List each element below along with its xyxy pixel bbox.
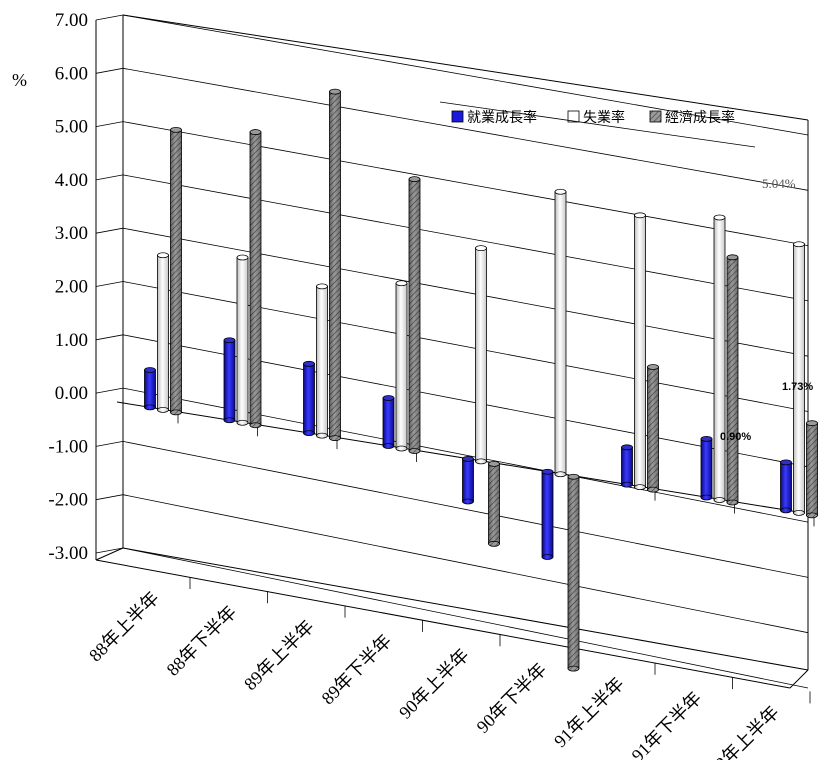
bar-1-4 <box>475 245 487 465</box>
bar-1-2 <box>316 283 328 439</box>
bar-2-4 <box>488 460 500 547</box>
bar-2-3 <box>408 176 421 454</box>
data-labels: 5.04% 0.90% 1.73% <box>720 176 813 443</box>
x-category-label: 90年上半年 <box>395 645 473 723</box>
floor-right-edge <box>789 669 809 689</box>
y-axis-ticks: -3.00 -2.00 -1.00 0.00 1.00 2.00 3.00 4.00 5.00 6… <box>48 10 124 564</box>
x-category-label: 88年下半年 <box>163 602 241 680</box>
bar-2-2 <box>329 88 341 442</box>
y-tick-label: -2.00 <box>48 490 88 511</box>
legend-label: 經濟成長率 <box>665 109 735 126</box>
data-label: 0.90% <box>720 431 751 443</box>
legend-label: 就業成長率 <box>467 109 537 126</box>
y-tick-label: 6.00 <box>55 63 88 84</box>
y-tick-mark <box>95 67 124 74</box>
bar-0-7 <box>700 435 713 501</box>
data-label: 1.73% <box>782 381 813 393</box>
bar-1-0 <box>157 252 169 413</box>
bar-2-7 <box>726 254 739 506</box>
gridline <box>122 14 809 136</box>
y-tick-label: 2.00 <box>55 277 88 298</box>
y-tick-label: 4.00 <box>55 170 88 191</box>
bar-0-0 <box>144 367 156 411</box>
x-category-label: 91年下半年 <box>628 688 706 760</box>
bar-1-6 <box>634 212 646 491</box>
y-tick-mark <box>95 387 124 394</box>
y-tick-mark <box>95 227 124 234</box>
bars <box>144 88 818 672</box>
y-tick-label: -3.00 <box>48 543 88 564</box>
y-tick-mark <box>95 174 124 181</box>
bar-1-7 <box>713 214 726 503</box>
y-tick-mark <box>95 494 124 501</box>
bar-1-8 <box>793 241 805 516</box>
y-tick-mark <box>95 441 124 447</box>
y-tick-mark <box>95 334 124 341</box>
x-category-label: 92年上半年 <box>705 702 783 760</box>
y-tick-mark <box>95 547 124 554</box>
x-axis-categories: 88年上半年 88年下半年 89年上半年 89年下半年 90年上半年 90年下半年 91年上… <box>85 577 811 760</box>
x-axis-line <box>95 559 791 689</box>
gridline <box>122 547 809 689</box>
plot-frame <box>95 14 815 689</box>
top-back-edge <box>122 14 809 121</box>
legend-swatch <box>567 110 580 123</box>
y-tick-label: 0.00 <box>55 383 88 404</box>
x-category-label: 89年下半年 <box>318 631 396 709</box>
bar-2-6 <box>647 364 659 493</box>
bar-0-8 <box>780 459 792 514</box>
y-tick-label: 3.00 <box>55 223 88 244</box>
bar-2-1 <box>249 129 262 429</box>
bar-1-1 <box>236 254 249 426</box>
floor-left-edge <box>95 547 124 561</box>
gridline <box>122 121 809 246</box>
gridline <box>122 227 809 357</box>
bar-0-3 <box>382 395 395 449</box>
x-category-label: 88年上半年 <box>85 588 163 666</box>
x-category-label: 90年下半年 <box>473 659 551 737</box>
x-category-label: 89年上半年 <box>240 616 318 694</box>
x-category-label: 91年上半年 <box>550 673 628 751</box>
bar-0-5 <box>541 468 554 560</box>
zero-plane-front <box>116 401 799 513</box>
legend: 就業成長率 失業率 經濟成長率 <box>439 101 756 148</box>
y-tick-label: 5.00 <box>55 117 88 138</box>
y-tick-label: -1.00 <box>48 436 88 457</box>
bar-2-0 <box>170 126 182 416</box>
legend-label: 失業率 <box>583 109 625 126</box>
y-tick-mark <box>95 121 124 127</box>
gridline <box>122 494 809 634</box>
gridline <box>122 174 809 302</box>
gridline <box>122 67 809 191</box>
bar-1-5 <box>554 188 567 478</box>
legend-swatch <box>451 110 464 123</box>
y-tick-mark <box>95 14 124 21</box>
y-tick-label: 7.00 <box>55 10 88 31</box>
bar-0-1 <box>223 337 236 424</box>
gridline <box>122 441 809 578</box>
bar-0-2 <box>303 360 315 437</box>
bar-1-3 <box>395 280 408 452</box>
bar-0-4 <box>462 455 474 505</box>
data-label: 5.04% <box>762 176 796 191</box>
unit-label: % <box>12 70 27 90</box>
bar-0-6 <box>621 444 633 488</box>
bar-2-5 <box>567 473 580 672</box>
y-tick-mark <box>95 281 124 287</box>
y-tick-label: 1.00 <box>55 330 88 351</box>
floor-back-edge <box>122 547 809 671</box>
bar-2-8 <box>806 420 818 519</box>
legend-frame-edge <box>439 101 756 148</box>
legend-swatch <box>649 110 662 123</box>
